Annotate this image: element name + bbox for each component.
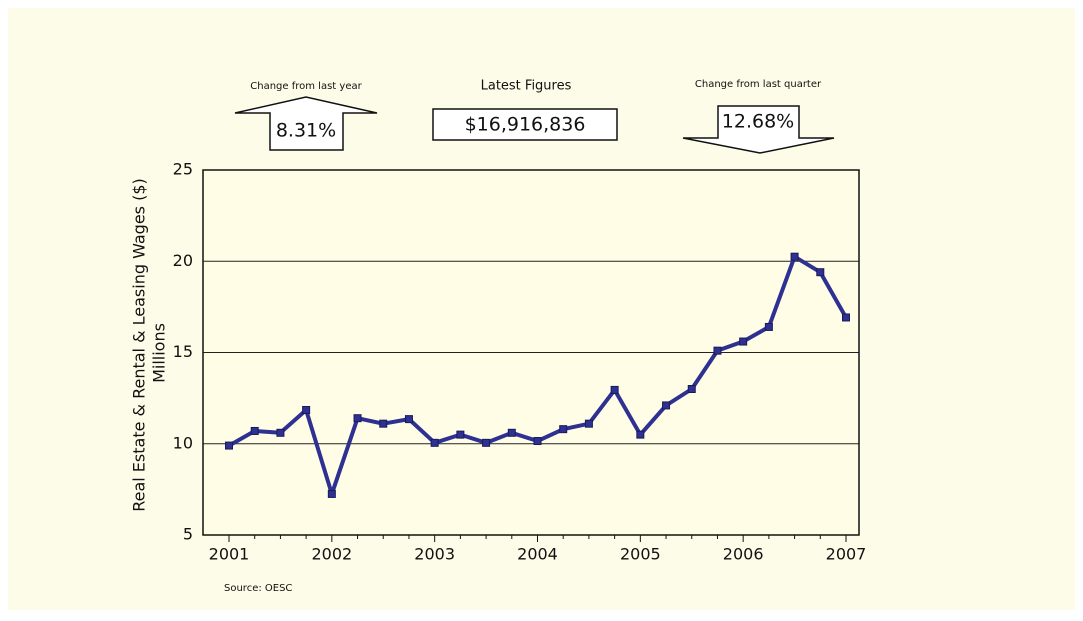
marker — [327, 489, 336, 498]
marker — [636, 430, 645, 439]
x-tick-label: 2006 — [723, 545, 764, 564]
marker — [250, 426, 259, 435]
y-tick-label: 5 — [183, 525, 193, 544]
x-tick-label: 2004 — [517, 545, 558, 564]
plot-frame — [202, 169, 860, 536]
source: Source: OESC — [224, 583, 292, 594]
indicator-label: Change from last quarter — [695, 79, 822, 90]
marker — [739, 337, 748, 346]
x-tick-label: 2001 — [209, 545, 250, 564]
marker — [816, 268, 825, 277]
x-tick-label: 2002 — [311, 545, 352, 564]
y-tick-label: 25 — [173, 160, 193, 179]
marker — [559, 425, 568, 434]
y-axis-label: Real Estate & Rental & Leasing Wages ($) — [130, 178, 149, 512]
marker — [584, 419, 593, 428]
marker — [276, 428, 285, 437]
indicator-label: Latest Figures — [481, 79, 572, 94]
marker — [687, 385, 696, 393]
marker — [790, 252, 799, 261]
marker — [379, 419, 388, 428]
marker — [353, 414, 362, 423]
indicator-value: 8.31% — [276, 120, 336, 142]
marker — [404, 415, 413, 424]
marker — [713, 346, 722, 355]
marker — [225, 441, 233, 450]
marker — [302, 405, 311, 414]
figure-box — [432, 108, 618, 141]
marker — [764, 322, 773, 331]
marker — [662, 401, 671, 410]
y-axis-label: Millions — [150, 323, 169, 383]
indicator-value: 12.68% — [722, 111, 794, 133]
x-tick-label: 2003 — [414, 545, 455, 564]
marker — [533, 437, 542, 446]
marker — [456, 430, 465, 439]
y-tick-label: 20 — [173, 251, 193, 270]
marker — [842, 313, 850, 322]
y-tick-label: 15 — [173, 342, 193, 361]
x-tick-label: 2007 — [826, 545, 867, 564]
marker — [430, 438, 439, 447]
indicator-label: Change from last year — [250, 81, 362, 92]
down-arrow — [682, 105, 835, 154]
marker — [610, 385, 619, 394]
indicator-value: $16,916,836 — [465, 114, 586, 136]
marker — [482, 438, 491, 447]
marker — [507, 428, 516, 437]
y-tick-label: 10 — [173, 433, 193, 452]
x-tick-label: 2005 — [620, 545, 661, 564]
up-arrow — [234, 96, 378, 151]
